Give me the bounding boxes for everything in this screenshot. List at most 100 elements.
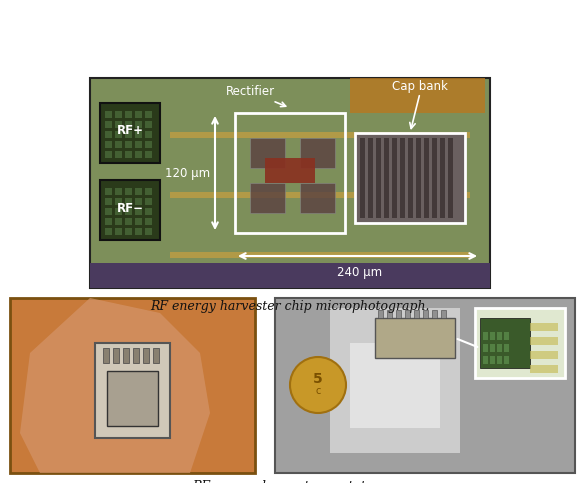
Bar (135, 228, 142, 235)
Bar (432, 138, 437, 218)
Bar (135, 121, 142, 128)
Bar (360, 138, 365, 218)
Bar (105, 208, 112, 215)
Bar (105, 198, 112, 205)
Bar (145, 228, 152, 235)
Text: RF energy harvester prototype.: RF energy harvester prototype. (192, 480, 392, 483)
Bar (135, 131, 142, 138)
Bar (135, 188, 142, 195)
Bar (125, 151, 132, 158)
Bar (105, 121, 112, 128)
Bar (396, 310, 401, 318)
Bar (125, 141, 132, 148)
Bar (153, 348, 159, 363)
Bar (145, 111, 152, 118)
Bar (170, 192, 470, 198)
Bar (497, 356, 502, 364)
Bar (250, 183, 285, 213)
Bar (125, 131, 132, 138)
Bar (145, 198, 152, 205)
Bar (105, 151, 112, 158)
Bar (145, 141, 152, 148)
Bar (490, 332, 495, 340)
Bar (448, 138, 453, 218)
Bar (235, 113, 345, 233)
Bar (115, 228, 122, 235)
Bar (432, 310, 437, 318)
Bar (90, 263, 490, 288)
Bar (300, 138, 335, 168)
Bar (375, 318, 455, 358)
Bar (105, 111, 112, 118)
Bar (275, 298, 575, 473)
Bar (504, 356, 509, 364)
Bar (490, 344, 495, 352)
Bar (330, 308, 460, 453)
Bar (125, 121, 132, 128)
Bar (115, 111, 122, 118)
Bar (392, 138, 397, 218)
Bar (115, 208, 122, 215)
Text: 240 μm: 240 μm (338, 266, 383, 279)
Bar (133, 348, 139, 363)
Bar (530, 351, 558, 359)
Bar (424, 138, 429, 218)
Bar (483, 356, 488, 364)
Bar (250, 138, 285, 168)
Bar (480, 318, 530, 368)
Text: RF energy harvester chip microphotograph.: RF energy harvester chip microphotograph… (150, 300, 430, 313)
Bar (530, 365, 558, 373)
Bar (135, 208, 142, 215)
Bar (441, 310, 446, 318)
Bar (145, 151, 152, 158)
Bar (115, 131, 122, 138)
Bar (125, 111, 132, 118)
Bar (530, 323, 558, 331)
Circle shape (290, 357, 346, 413)
Bar (135, 218, 142, 225)
Bar (105, 141, 112, 148)
Bar (145, 188, 152, 195)
Bar (378, 310, 383, 318)
Bar (504, 332, 509, 340)
Text: Rectifier: Rectifier (225, 85, 285, 107)
Bar (408, 138, 413, 218)
Bar (414, 310, 419, 318)
Text: 5: 5 (313, 372, 323, 386)
Bar (350, 78, 485, 113)
Bar (384, 138, 389, 218)
Bar (300, 183, 335, 213)
Bar (497, 344, 502, 352)
Bar (423, 310, 428, 318)
Text: 120 μm: 120 μm (165, 167, 210, 180)
Bar (125, 228, 132, 235)
Text: RF−: RF− (116, 201, 143, 214)
Bar (145, 121, 152, 128)
Bar (135, 111, 142, 118)
Bar (376, 138, 381, 218)
Bar (475, 308, 565, 378)
Bar (107, 371, 158, 426)
Bar (355, 133, 465, 223)
Bar (105, 218, 112, 225)
Bar (530, 337, 558, 345)
Bar (490, 356, 495, 364)
Bar (115, 141, 122, 148)
Bar (105, 188, 112, 195)
Bar (103, 348, 109, 363)
Bar (368, 138, 373, 218)
Bar (135, 198, 142, 205)
Bar (387, 310, 392, 318)
Bar (483, 344, 488, 352)
Bar (100, 180, 160, 240)
Bar (170, 132, 470, 138)
Bar (125, 218, 132, 225)
Bar (416, 138, 421, 218)
Bar (115, 198, 122, 205)
Bar (265, 158, 315, 183)
Bar (145, 208, 152, 215)
Text: RF+: RF+ (116, 125, 143, 138)
Bar (105, 228, 112, 235)
Bar (170, 252, 470, 258)
Polygon shape (20, 298, 210, 473)
